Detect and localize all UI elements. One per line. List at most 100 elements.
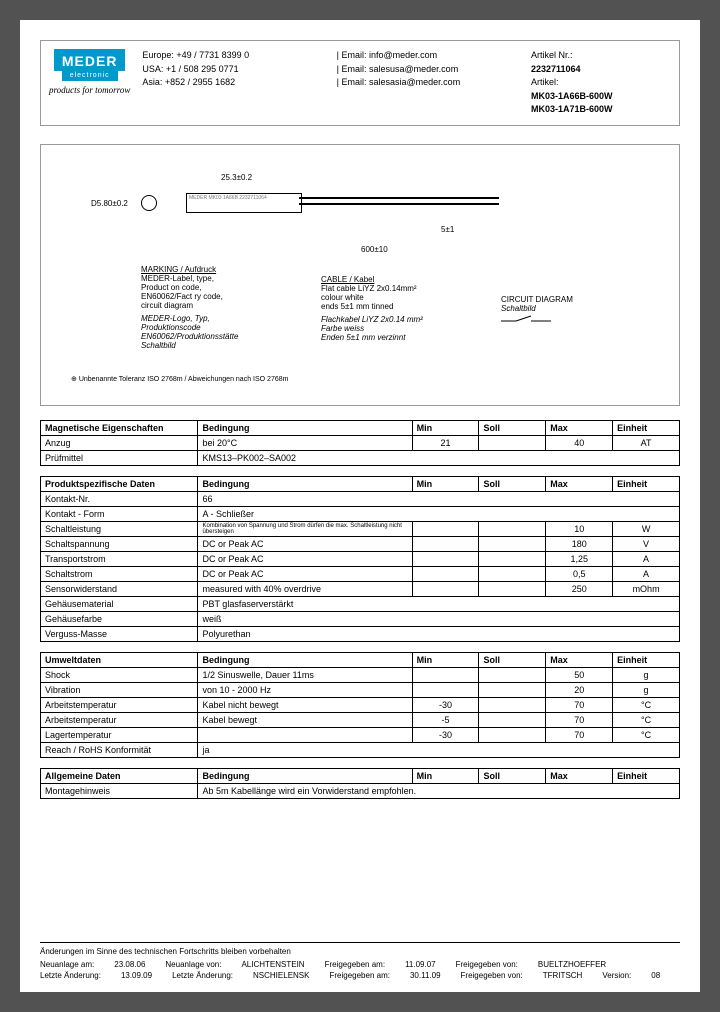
- f-v12: ALICHTENSTEIN: [241, 960, 304, 969]
- th-min: Min: [412, 652, 479, 667]
- logo-section: MEDER electronic products for tomorrow: [49, 49, 130, 117]
- cable-title: CABLE / Kabel: [321, 275, 471, 284]
- table-row: Gehäusefarbeweiß: [41, 611, 680, 626]
- sensor-body: MEDER MK03 1A66B 2232711064: [186, 193, 302, 213]
- th-max: Max: [546, 652, 613, 667]
- f-v21: 13.09.09: [121, 971, 152, 980]
- table-row: Kontakt-Nr.66: [41, 491, 680, 506]
- cell-cond: measured with 40% overdrive: [198, 581, 412, 596]
- f-v25: 08: [651, 971, 660, 980]
- cell-cond: Kombination von Spannung und Strom dürfe…: [198, 521, 412, 536]
- cell-max: 70: [546, 697, 613, 712]
- f-v24: TFRITSCH: [543, 971, 583, 980]
- cell-max: 0,5: [546, 566, 613, 581]
- th-title: Magnetische Eigenschaften: [41, 420, 198, 435]
- cell-param: Anzug: [41, 435, 198, 450]
- cell-cond: DC or Peak AC: [198, 536, 412, 551]
- table-row: TransportstromDC or Peak AC1,25A: [41, 551, 680, 566]
- cell-max: 1,25: [546, 551, 613, 566]
- table-row: Reach / RoHS Konformitätja: [41, 742, 680, 757]
- th-einheit: Einheit: [613, 768, 680, 783]
- marking-l1: MEDER-Label, type,: [141, 274, 291, 283]
- cell-param: Verguss-Masse: [41, 626, 198, 641]
- table-row: Shock1/2 Sinuswelle, Dauer 11ms50g: [41, 667, 680, 682]
- table-row: PrüfmittelKMS13–PK002–SA002: [41, 450, 680, 465]
- th-soll: Soll: [479, 420, 546, 435]
- th-max: Max: [546, 420, 613, 435]
- f-l22: Letzte Änderung:: [172, 971, 233, 980]
- th-title: Allgemeine Daten: [41, 768, 198, 783]
- email-2: | Email: salesusa@meder.com: [337, 63, 519, 77]
- circuit-block: CIRCUIT DIAGRAM Schaltbild: [501, 295, 573, 331]
- table-t1: Magnetische EigenschaftenBedingungMinSol…: [40, 420, 680, 466]
- cell-min: -30: [412, 697, 479, 712]
- table-t2: Produktspezifische DatenBedingungMinSoll…: [40, 476, 680, 642]
- cell-cond: Kabel nicht bewegt: [198, 697, 412, 712]
- dim-length: 25.3±0.2: [221, 173, 252, 182]
- cell-soll: [479, 536, 546, 551]
- f-l23: Freigegeben am:: [329, 971, 389, 980]
- cell-param: Schaltspannung: [41, 536, 198, 551]
- th-soll: Soll: [479, 652, 546, 667]
- cell-soll: [479, 697, 546, 712]
- cell-param: Gehäusefarbe: [41, 611, 198, 626]
- cell-param: Lagertemperatur: [41, 727, 198, 742]
- tolerance-text: Unbenannte Toleranz ISO 2768m / Abweichu…: [79, 376, 289, 383]
- cell-param: Montagehinweis: [41, 783, 198, 798]
- marking-it4: Schaltbild: [141, 341, 291, 350]
- cell-cond: bei 20°C: [198, 435, 412, 450]
- sensor-ring-icon: [141, 195, 157, 211]
- tolerance-icon: ⊕: [71, 376, 77, 383]
- marking-l4: circuit diagram: [141, 301, 291, 310]
- dim-diameter: D5.80±0.2: [91, 199, 128, 208]
- f-l25: Version:: [602, 971, 631, 980]
- f-v14: BUELTZHOEFFER: [538, 960, 606, 969]
- cell-min: [412, 521, 479, 536]
- th-min: Min: [412, 768, 479, 783]
- contact-phones: Europe: +49 / 7731 8399 0 USA: +1 / 508 …: [142, 49, 324, 117]
- article-info: Artikel Nr.: 2232711064 Artikel: MK03-1A…: [531, 49, 671, 117]
- marking-it3: EN60062/Produktionsstätte: [141, 332, 291, 341]
- cell-param: Arbeitstemperatur: [41, 697, 198, 712]
- f-l24: Freigegeben von:: [461, 971, 523, 980]
- cable-l1: Flat cable LiYZ 2x0.14mm²: [321, 284, 471, 293]
- table-t3: UmweltdatenBedingungMinSollMaxEinheitSho…: [40, 652, 680, 758]
- th-bedingung: Bedingung: [198, 420, 412, 435]
- cell-unit: A: [613, 566, 680, 581]
- cell-max: 70: [546, 712, 613, 727]
- cell-soll: [479, 435, 546, 450]
- th-bedingung: Bedingung: [198, 652, 412, 667]
- f-l12: Neuanlage von:: [165, 960, 221, 969]
- cell-min: 21: [412, 435, 479, 450]
- cell-param: Shock: [41, 667, 198, 682]
- dim-cable-end: 5±1: [441, 225, 454, 234]
- technical-diagram: 25.3±0.2 D5.80±0.2 MEDER MK03 1A66B 2232…: [40, 144, 680, 406]
- th-min: Min: [412, 476, 479, 491]
- cable-block: CABLE / Kabel Flat cable LiYZ 2x0.14mm² …: [321, 275, 471, 342]
- table-row: SchaltspannungDC or Peak AC180V: [41, 536, 680, 551]
- cell-span: Polyurethan: [198, 626, 680, 641]
- email-1: | Email: info@meder.com: [337, 49, 519, 63]
- cell-cond: von 10 - 2000 Hz: [198, 682, 412, 697]
- cable-l2: colour white: [321, 293, 471, 302]
- f-v11: 23.08.06: [114, 960, 145, 969]
- f-v23: 30.11.09: [410, 971, 441, 980]
- cell-min: -5: [412, 712, 479, 727]
- asia-phone: Asia: +852 / 2955 1682: [142, 76, 324, 90]
- cell-unit: V: [613, 536, 680, 551]
- cable-line-2: [299, 203, 499, 206]
- cell-cond: Kabel bewegt: [198, 712, 412, 727]
- reed-switch-icon: [501, 313, 551, 329]
- cell-unit: mOhm: [613, 581, 680, 596]
- cell-param: Vibration: [41, 682, 198, 697]
- cell-max: 20: [546, 682, 613, 697]
- contact-emails: | Email: info@meder.com | Email: salesus…: [337, 49, 519, 117]
- cable-line: [299, 197, 499, 200]
- marking-title: MARKING / Aufdruck: [141, 265, 291, 274]
- cell-cond: DC or Peak AC: [198, 566, 412, 581]
- cell-soll: [479, 682, 546, 697]
- cell-unit: °C: [613, 727, 680, 742]
- th-bedingung: Bedingung: [198, 476, 412, 491]
- dim-cable-len: 600±10: [361, 245, 388, 254]
- table-row: SchaltleistungKombination von Spannung u…: [41, 521, 680, 536]
